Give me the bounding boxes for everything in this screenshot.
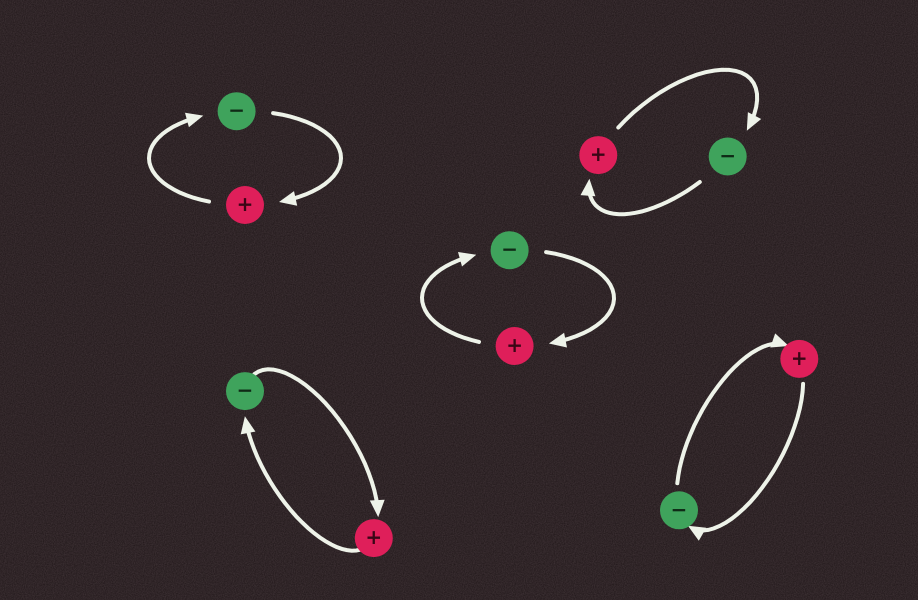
orbit-arrowhead	[580, 178, 596, 197]
negative-charge-circle	[490, 231, 529, 270]
orbit-arc	[146, 116, 211, 204]
plus-sign: +	[506, 333, 523, 357]
orbit-arc	[245, 424, 363, 553]
orbit-arrowhead	[240, 416, 256, 435]
minus-sign: −	[671, 497, 688, 521]
orbit-arc	[675, 341, 785, 486]
negative-charge-circle	[708, 137, 747, 176]
dipole-bottom-left: −+	[226, 367, 393, 558]
positive-charge-circle	[579, 136, 618, 175]
positive-charge-top-right: +	[579, 136, 618, 175]
orbit-arrowhead	[548, 332, 567, 348]
plus-sign: +	[237, 192, 254, 216]
orbit-arrowhead	[458, 252, 477, 267]
minus-sign: −	[719, 144, 736, 168]
minus-sign: −	[228, 98, 245, 122]
negative-charge-top-right: −	[708, 137, 747, 176]
orbit-arrowhead	[687, 525, 707, 541]
minus-sign: −	[501, 237, 518, 261]
plus-sign: +	[365, 525, 382, 549]
orbit-arc	[691, 381, 806, 533]
negative-charge-top-left: −	[217, 92, 256, 131]
orbit-arc	[271, 111, 344, 202]
minus-sign: −	[237, 378, 254, 402]
negative-charge-circle	[217, 92, 256, 131]
positive-charge-circle	[495, 327, 534, 365]
dipoles-layer: −+−+−+−+−+	[146, 67, 819, 558]
negative-charge-bottom-left: −	[226, 372, 264, 411]
positive-charge-center: +	[495, 327, 534, 365]
orbit-arrowhead	[185, 112, 204, 128]
negative-charge-center: −	[490, 231, 529, 270]
dipole-top-right: −+	[579, 67, 762, 217]
orbit-arc	[544, 250, 617, 344]
dipole-top-left: −+	[146, 92, 344, 224]
positive-charge-bottom-left: +	[354, 519, 393, 558]
orbit-arc	[586, 180, 702, 217]
orbit-arrowhead	[279, 191, 298, 206]
plus-sign: +	[791, 346, 808, 370]
positive-charge-bottom-right: +	[780, 339, 819, 378]
positive-charge-circle	[780, 339, 819, 378]
positive-charge-circle	[354, 519, 393, 558]
dipole-center: −+	[419, 231, 617, 365]
positive-charge-circle	[226, 186, 264, 224]
orbit-arc	[616, 67, 760, 130]
dipole-bottom-right: −+	[660, 333, 819, 541]
positive-charge-top-left: +	[226, 186, 264, 224]
negative-charge-circle	[226, 372, 264, 411]
orbit-arrowhead	[770, 333, 789, 348]
negative-charge-bottom-right: −	[660, 491, 698, 530]
orbit-arrowhead	[369, 499, 385, 518]
orbit-arrowhead	[746, 112, 762, 131]
orbit-arc	[252, 367, 380, 510]
negative-charge-circle	[660, 491, 698, 530]
orbit-arc	[419, 255, 481, 344]
plus-sign: +	[590, 142, 607, 166]
